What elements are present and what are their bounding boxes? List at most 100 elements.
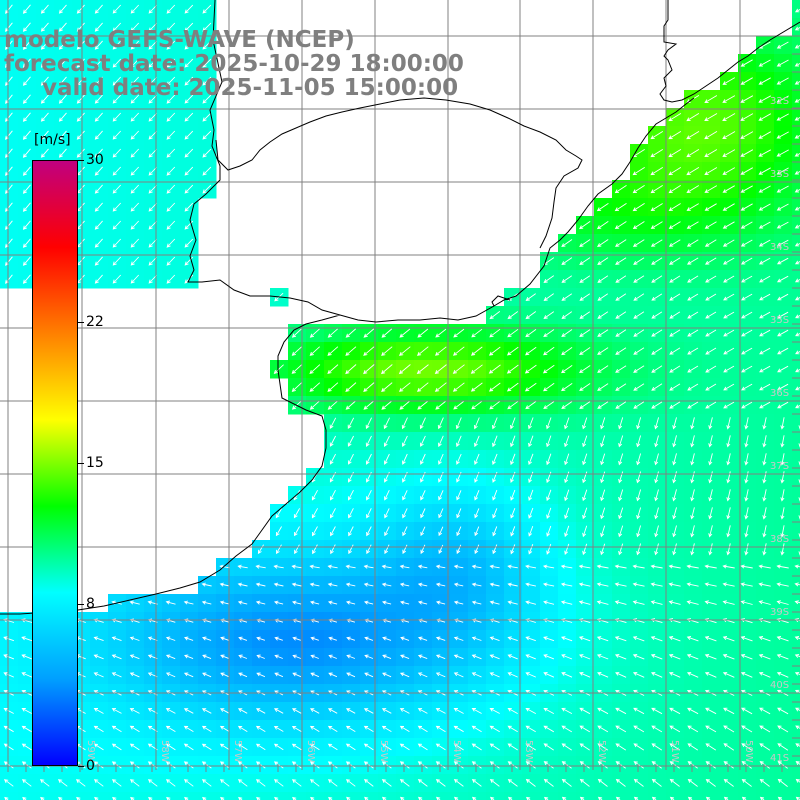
wind-cell — [792, 630, 800, 649]
wind-arrow — [184, 654, 194, 660]
wind-arrow — [615, 257, 627, 265]
wind-arrow — [618, 507, 624, 520]
wind-arrow — [795, 404, 800, 409]
wind-arrow — [651, 347, 663, 355]
wind-arrow — [546, 453, 552, 466]
wind-arrow — [777, 329, 789, 337]
wind-arrow — [255, 743, 266, 751]
wind-arrow — [632, 636, 645, 642]
wind-arrow — [438, 490, 444, 501]
wind-arrow — [130, 22, 140, 32]
wind-arrow — [202, 40, 212, 50]
wind-cell — [792, 720, 800, 739]
wind-arrow — [420, 508, 426, 519]
wind-arrow — [704, 239, 717, 247]
wind-arrow — [722, 654, 735, 660]
wind-arrow — [384, 490, 390, 501]
wind-arrow — [21, 779, 32, 787]
wind-arrow — [346, 636, 356, 641]
wind-arrow — [40, 94, 49, 104]
wind-arrow — [614, 636, 627, 642]
wind-arrow — [669, 778, 680, 787]
wind-arrow — [276, 544, 282, 555]
wind-arrow — [758, 239, 771, 247]
wind-arrow — [525, 778, 536, 787]
wind-arrow — [723, 778, 734, 787]
wind-arrow — [651, 725, 663, 733]
wind-arrow — [690, 489, 695, 502]
wind-arrow — [543, 672, 555, 678]
wind-arrow — [669, 275, 681, 283]
wind-arrow — [22, 166, 31, 176]
wind-arrow — [776, 185, 789, 193]
wind-arrow — [292, 636, 301, 641]
wind-arrow — [94, 94, 103, 104]
wind-arrow — [327, 564, 338, 569]
wind-arrow — [525, 725, 536, 733]
wind-arrow — [741, 401, 753, 409]
wind-arrow — [597, 761, 608, 769]
wind-arrow — [506, 382, 519, 392]
wind-arrow — [672, 453, 677, 466]
wind-arrow — [744, 525, 749, 538]
wind-arrow — [202, 94, 212, 104]
wind-arrow — [420, 490, 426, 501]
wind-arrow — [363, 346, 375, 356]
wind-arrow — [722, 221, 735, 229]
wind-arrow — [345, 582, 356, 587]
wind-arrow — [58, 148, 67, 158]
wind-arrow — [740, 600, 753, 605]
wind-arrow — [452, 346, 465, 356]
wind-arrow — [130, 130, 140, 140]
wind-arrow — [722, 113, 736, 121]
wind-arrow — [165, 725, 176, 732]
wind-arrow — [129, 708, 140, 714]
wind-arrow — [363, 708, 374, 714]
wind-arrow — [438, 453, 444, 465]
wind-arrow — [274, 654, 283, 659]
wind-arrow — [3, 761, 14, 769]
wind-arrow — [94, 238, 103, 248]
wind-arrow — [542, 582, 555, 587]
wind-arrow — [795, 707, 800, 712]
colorbar-tick-label: 30 — [86, 152, 104, 168]
wind-arrow — [417, 600, 428, 605]
wind-arrow — [165, 600, 176, 605]
wind-arrow — [329, 453, 336, 465]
wind-arrow — [255, 600, 266, 605]
wind-arrow — [366, 526, 372, 537]
wind-arrow — [597, 311, 609, 319]
wind-arrow — [687, 383, 699, 391]
wind-arrow — [201, 600, 212, 605]
wind-arrow — [564, 525, 570, 538]
wind-arrow — [600, 507, 606, 520]
wind-arrow — [381, 761, 392, 769]
wind-cell — [792, 432, 800, 451]
wind-arrow — [111, 743, 122, 751]
wind-arrow — [794, 224, 800, 229]
wind-arrow — [166, 238, 176, 248]
wind-arrow — [704, 95, 718, 103]
wind-cell — [792, 18, 800, 37]
wind-arrow — [492, 453, 498, 465]
wind-arrow — [560, 582, 573, 587]
wind-arrow — [758, 600, 771, 605]
wind-arrow — [166, 76, 176, 86]
wind-arrow — [401, 435, 408, 447]
wind-arrow — [309, 328, 320, 338]
wind-arrow — [672, 525, 677, 538]
wind-arrow — [668, 239, 681, 247]
wind-arrow — [165, 654, 176, 660]
wind-arrow — [633, 257, 645, 265]
wind-cell — [630, 792, 649, 800]
wind-arrow — [201, 761, 212, 769]
wind-arrow — [600, 471, 606, 484]
wind-arrow — [202, 654, 212, 660]
wind-arrow — [489, 311, 501, 320]
wind-arrow — [686, 113, 700, 122]
wind-arrow — [668, 564, 681, 569]
wind-arrow — [488, 346, 501, 356]
wind-arrow — [546, 435, 552, 448]
wind-arrow — [3, 725, 14, 733]
wind-arrow — [687, 293, 699, 301]
